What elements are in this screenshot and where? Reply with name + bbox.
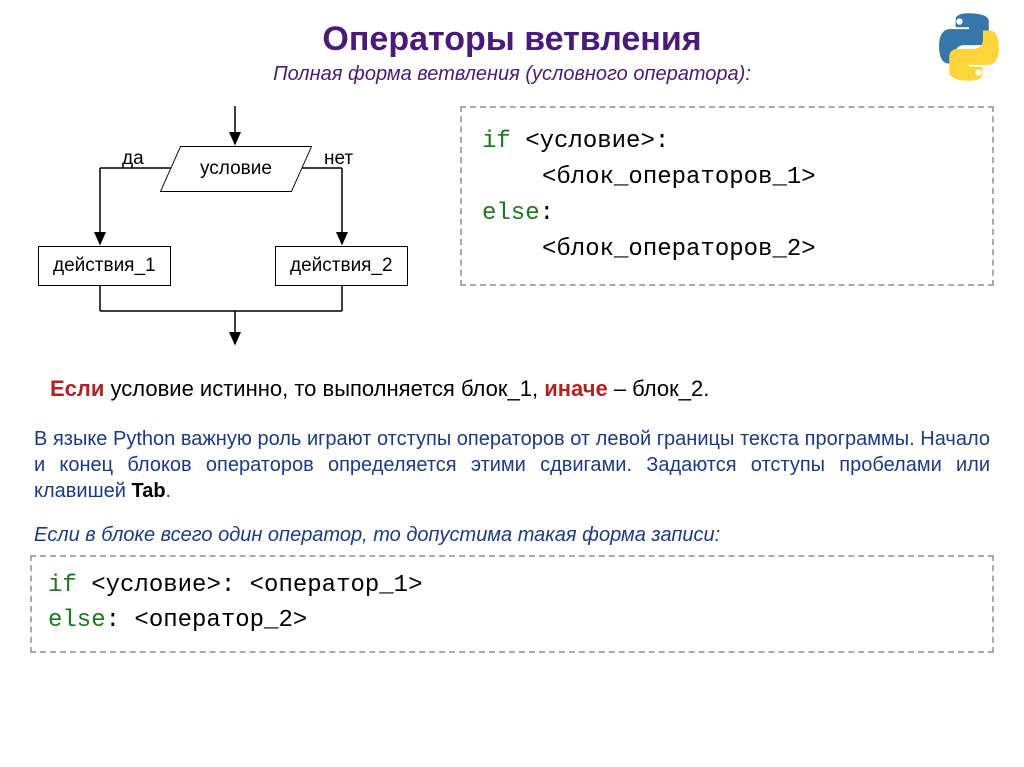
code-colon2: : (540, 200, 554, 227)
code-block-short-form: if <условие>: <оператор_1> else: <операт… (30, 555, 994, 653)
flowchart-yes-label: да (122, 148, 144, 170)
code2-colon2: : (106, 607, 120, 634)
code2-kw-else: else (48, 607, 106, 634)
flowchart-arrows (30, 106, 430, 346)
code-block2: <блок_операторов_2> (482, 232, 816, 268)
short-form-intro: Если в блоке всего один оператор, то доп… (34, 524, 990, 547)
para-tab: Tab (131, 480, 165, 502)
code2-op1: <оператор_1> (250, 572, 423, 599)
code-cond: <условие> (525, 128, 655, 155)
flowchart-decision: условие (160, 146, 312, 192)
flowchart-action-2: действия_2 (275, 246, 408, 286)
flowchart-no-label: нет (324, 148, 353, 170)
flowchart-diagram: да нет условие действия_1 действия_2 (30, 106, 430, 346)
explanation-sentence: Если условие истинно, то выполняется бло… (50, 376, 974, 402)
word-if: Если (50, 376, 104, 401)
code2-op2: <оператор_2> (134, 607, 307, 634)
flowchart-action-1: действия_1 (38, 246, 171, 286)
page-subtitle: Полная форма ветвления (условного операт… (30, 63, 994, 86)
code-kw-if: if (482, 128, 511, 155)
sentence1-mid2: – блок_2. (608, 376, 710, 401)
code2-colon: : (221, 572, 235, 599)
indent-paragraph: В языке Python важную роль играют отступ… (34, 426, 990, 504)
python-logo-icon (934, 12, 1004, 82)
para-text2: . (166, 480, 172, 502)
upper-row: да нет условие действия_1 действия_2 if … (30, 106, 994, 346)
flowchart-decision-label: условие (200, 158, 272, 180)
para-text1: В языке Python важную роль играют отступ… (34, 428, 990, 502)
code2-cond: <условие> (91, 572, 221, 599)
sentence1-mid1: условие истинно, то выполняется блок_1, (104, 376, 544, 401)
word-else: иначе (544, 376, 608, 401)
code2-kw-if: if (48, 572, 77, 599)
code-block1: <блок_операторов_1> (482, 160, 816, 196)
code-kw-else: else (482, 200, 540, 227)
code-colon: : (655, 128, 669, 155)
code-block-full-form: if <условие>: <блок_операторов_1> else: … (460, 106, 994, 286)
page-title: Операторы ветвления (30, 20, 994, 59)
